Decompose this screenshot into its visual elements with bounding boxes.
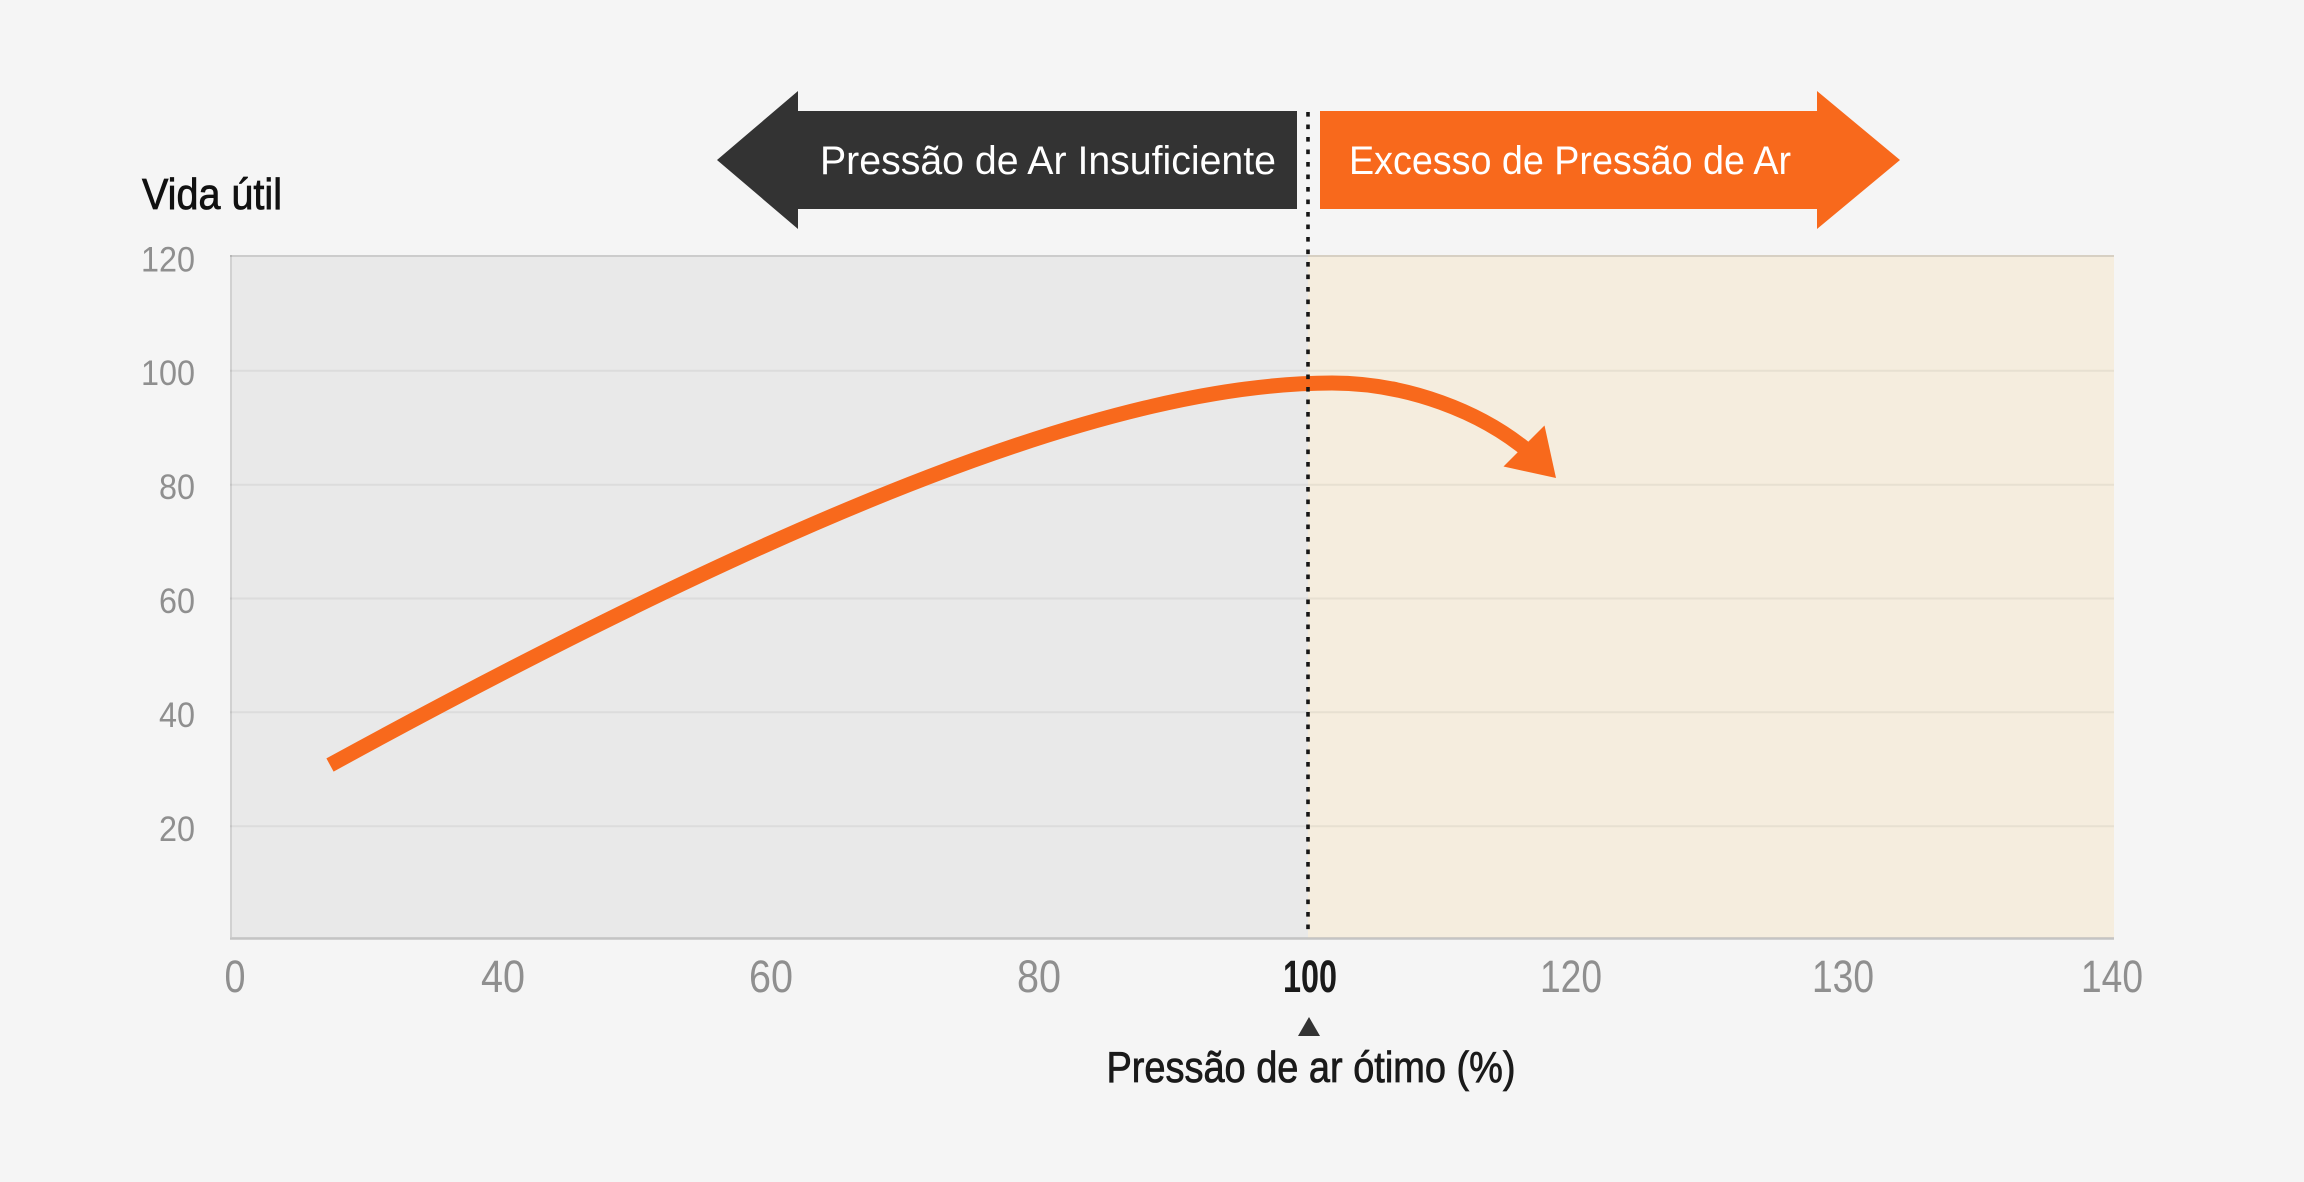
svg-text:Excesso de Pressão de Ar: Excesso de Pressão de Ar: [1349, 139, 1791, 183]
svg-text:100: 100: [1283, 951, 1337, 1002]
svg-text:20: 20: [159, 810, 195, 849]
svg-text:Pressão de Ar Insuficiente: Pressão de Ar Insuficiente: [820, 139, 1276, 183]
svg-text:100: 100: [141, 354, 195, 393]
svg-text:140: 140: [2081, 951, 2143, 1002]
svg-text:130: 130: [1812, 951, 1874, 1002]
svg-text:40: 40: [159, 696, 195, 735]
svg-text:80: 80: [1017, 951, 1061, 1002]
svg-text:60: 60: [159, 582, 195, 621]
svg-text:120: 120: [141, 241, 195, 280]
svg-text:40: 40: [481, 951, 525, 1002]
svg-text:0: 0: [225, 951, 246, 1002]
svg-text:60: 60: [749, 951, 793, 1002]
svg-text:Pressão de ar ótimo (%): Pressão de ar ótimo (%): [1107, 1043, 1516, 1092]
svg-text:120: 120: [1540, 951, 1602, 1002]
svg-text:80: 80: [159, 468, 195, 507]
svg-text:Vida útil: Vida útil: [142, 170, 282, 219]
